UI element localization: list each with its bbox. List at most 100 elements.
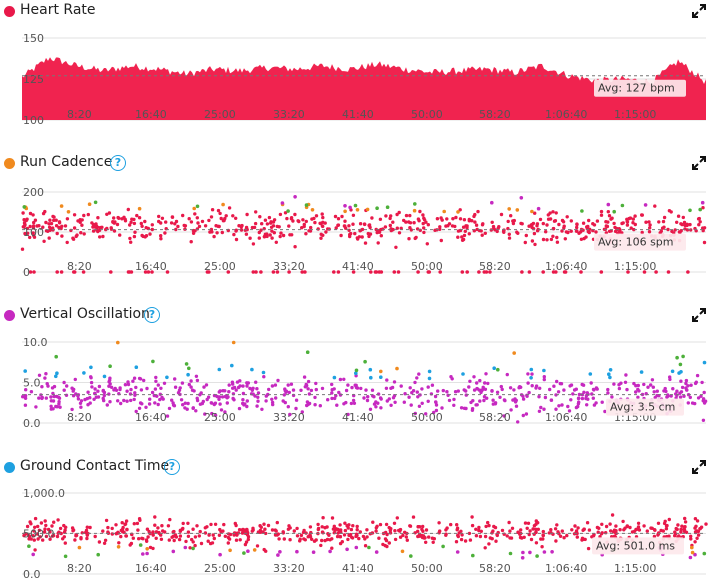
- data-point: [524, 233, 528, 238]
- data-point: [170, 215, 175, 219]
- ground-contact-time-chart[interactable]: 1,000.0 500.0 0.0 8:20 16:40 25:00 33:20 41:40 5…: [0, 478, 713, 584]
- data-point: [581, 528, 585, 532]
- data-point: [545, 223, 549, 227]
- data-point: [385, 399, 389, 403]
- data-point: [585, 521, 590, 525]
- data-point: [276, 553, 280, 557]
- data-point: [550, 550, 554, 554]
- data-point: [384, 522, 389, 527]
- data-point: [347, 533, 351, 537]
- data-point: [635, 527, 639, 531]
- data-point: [217, 367, 222, 372]
- data-point: [217, 390, 221, 394]
- data-point: [538, 386, 542, 390]
- data-point: [186, 534, 191, 538]
- data-point: [226, 270, 231, 274]
- data-point: [363, 222, 367, 227]
- data-point: [351, 222, 355, 226]
- data-point: [245, 212, 249, 217]
- data-point: [190, 388, 195, 392]
- y-tick-label: 200: [23, 186, 44, 199]
- data-point: [23, 231, 27, 236]
- data-point: [526, 372, 530, 376]
- data-point: [88, 401, 92, 405]
- y-tick-label: 10.0: [23, 336, 48, 349]
- data-point: [487, 542, 491, 546]
- data-point: [124, 519, 129, 523]
- data-point: [398, 527, 403, 532]
- data-point: [118, 233, 122, 237]
- data-point: [318, 404, 322, 408]
- expand-icon[interactable]: [691, 307, 707, 323]
- data-point: [334, 226, 338, 230]
- data-point: [430, 536, 435, 540]
- data-point: [253, 394, 257, 398]
- data-point: [245, 227, 249, 232]
- data-point: [173, 377, 177, 381]
- data-point: [330, 382, 334, 387]
- data-point: [135, 213, 139, 218]
- data-point: [528, 550, 532, 555]
- data-point: [349, 527, 354, 532]
- data-point: [179, 398, 184, 402]
- data-point: [516, 420, 520, 424]
- data-point: [682, 220, 687, 225]
- data-point: [171, 401, 175, 405]
- data-point: [103, 538, 108, 542]
- expand-icon[interactable]: [691, 155, 707, 171]
- data-point: [273, 383, 278, 387]
- data-point: [232, 398, 236, 402]
- data-point: [108, 364, 112, 368]
- data-point: [28, 211, 33, 216]
- data-point: [137, 406, 142, 410]
- data-point: [137, 517, 142, 521]
- heart-rate-chart[interactable]: 150 125 100 8:20 16:40 25:00 33:20 41:40 50:00 58…: [0, 24, 713, 148]
- data-point: [306, 379, 311, 384]
- data-point: [297, 219, 301, 224]
- data-point: [662, 225, 666, 229]
- vertical-oscillation-chart[interactable]: 10.0 5.0 0.0 8:20 16:40 25:00 33:20 41:40 50:00 5…: [0, 328, 713, 456]
- data-point: [477, 525, 481, 530]
- data-point: [666, 270, 671, 274]
- data-point: [295, 549, 299, 554]
- run-cadence-chart[interactable]: 200 100 0 8:20 16:40 25:00 33:20 41:40 50:00 58:2…: [0, 176, 713, 304]
- data-point: [55, 371, 59, 375]
- data-point: [141, 552, 145, 556]
- data-point: [393, 537, 398, 542]
- data-point: [408, 524, 413, 528]
- data-point: [137, 216, 142, 220]
- data-point: [564, 230, 569, 234]
- data-point: [508, 551, 513, 556]
- x-tick-label: 58:20: [479, 260, 511, 273]
- data-point: [313, 220, 317, 225]
- help-circle-icon[interactable]: ?: [110, 155, 126, 171]
- x-tick-label: 25:00: [204, 260, 236, 273]
- expand-icon[interactable]: [691, 459, 707, 475]
- data-point: [72, 270, 76, 274]
- data-point: [124, 534, 128, 538]
- data-point: [662, 521, 667, 526]
- data-point: [343, 528, 348, 533]
- data-point: [539, 537, 543, 541]
- data-point: [642, 270, 647, 274]
- data-point: [267, 387, 271, 392]
- help-circle-icon[interactable]: ?: [144, 307, 160, 323]
- data-point: [653, 204, 657, 208]
- data-point: [112, 216, 116, 220]
- data-point: [59, 270, 64, 274]
- data-point: [323, 221, 327, 225]
- data-point: [48, 530, 52, 534]
- help-circle-icon[interactable]: ?: [164, 459, 180, 475]
- data-point: [379, 369, 383, 374]
- data-point: [701, 418, 706, 422]
- data-point: [154, 536, 158, 540]
- data-point: [129, 270, 134, 274]
- data-point: [702, 551, 707, 556]
- data-point: [375, 206, 379, 210]
- data-point: [426, 385, 430, 389]
- data-point: [71, 237, 76, 241]
- data-point: [554, 539, 558, 543]
- data-point: [676, 523, 680, 527]
- data-point: [652, 534, 657, 539]
- expand-icon[interactable]: [691, 3, 707, 19]
